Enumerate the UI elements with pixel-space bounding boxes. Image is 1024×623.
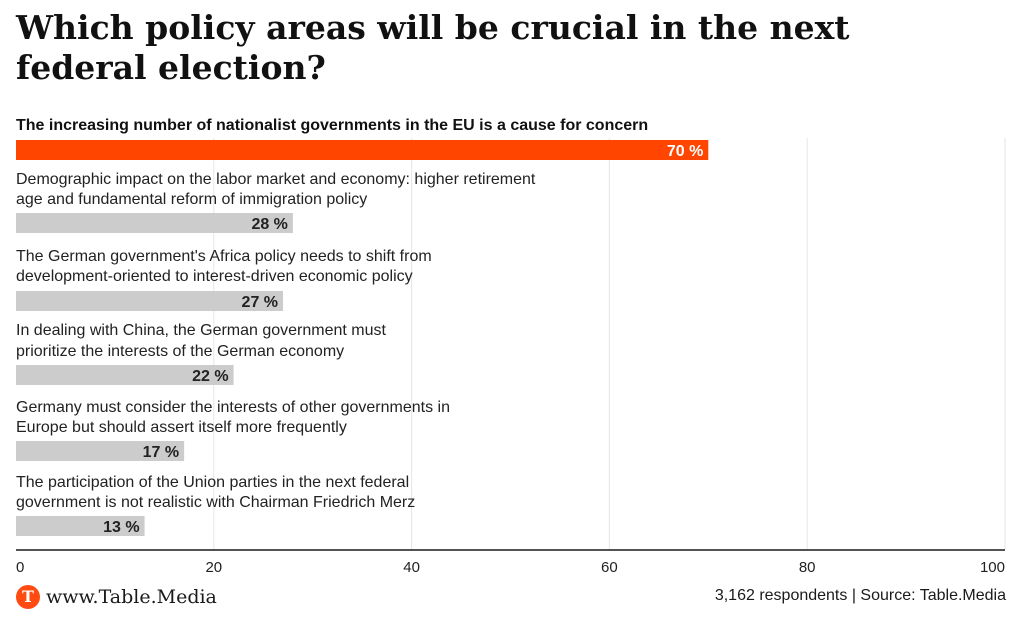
value-label-0: 70 % <box>667 143 703 160</box>
x-tick-label-60: 60 <box>601 559 618 576</box>
value-label-1: 28 % <box>251 216 287 233</box>
bar-5 <box>16 516 145 536</box>
bar-3 <box>16 365 234 385</box>
bars: 70 % 28 % 27 % 22 % 17 % 13 % <box>16 140 709 536</box>
category-label-3-line-0: In dealing with China, the German govern… <box>16 322 387 339</box>
category-label-4-line-1: Europe but should assert itself more fre… <box>16 419 347 436</box>
category-labels: The increasing number of nationalist gov… <box>16 117 648 511</box>
category-label-2-line-0: The German government's Africa policy ne… <box>16 248 432 265</box>
value-label-3: 22 % <box>192 368 228 385</box>
x-tick-label-20: 20 <box>205 559 222 576</box>
category-label-0-line-0: The increasing number of nationalist gov… <box>16 117 648 134</box>
chart-title: Which policy areas will be crucial in th… <box>16 8 850 87</box>
table-media-logo-icon: T <box>16 585 40 609</box>
x-axis: 0 20 40 60 80 100 <box>16 549 1005 576</box>
site-link[interactable]: www.Table.Media <box>46 586 217 608</box>
gridlines <box>213 138 1006 550</box>
category-label-5-line-0: The participation of the Union parties i… <box>16 474 409 491</box>
x-tick-label-80: 80 <box>799 559 816 576</box>
category-label-4-line-0: Germany must consider the interests of o… <box>16 399 450 416</box>
bar-0 <box>16 140 709 160</box>
x-tick-label-40: 40 <box>403 559 420 576</box>
category-label-2-line-1: development-oriented to interest-driven … <box>16 268 413 285</box>
bar-1 <box>16 213 293 233</box>
value-label-2: 27 % <box>242 294 278 311</box>
footer-brand: T www.Table.Media <box>16 584 217 610</box>
x-tick-label-100: 100 <box>980 559 1005 576</box>
value-label-4: 17 % <box>143 444 179 461</box>
value-label-5: 13 % <box>103 519 139 536</box>
source-note: 3,162 respondents | Source: Table.Media <box>714 587 1006 604</box>
x-tick-label-0: 0 <box>16 559 24 576</box>
category-label-3-line-1: prioritize the interests of the German e… <box>16 343 344 360</box>
category-label-5-line-1: government is not realistic with Chairma… <box>16 494 415 511</box>
bar-2 <box>16 291 284 311</box>
category-label-1-line-0: Demographic impact on the labor market a… <box>16 171 536 188</box>
category-label-1-line-1: age and fundamental reform of immigratio… <box>16 191 367 208</box>
bar-4 <box>16 441 185 461</box>
